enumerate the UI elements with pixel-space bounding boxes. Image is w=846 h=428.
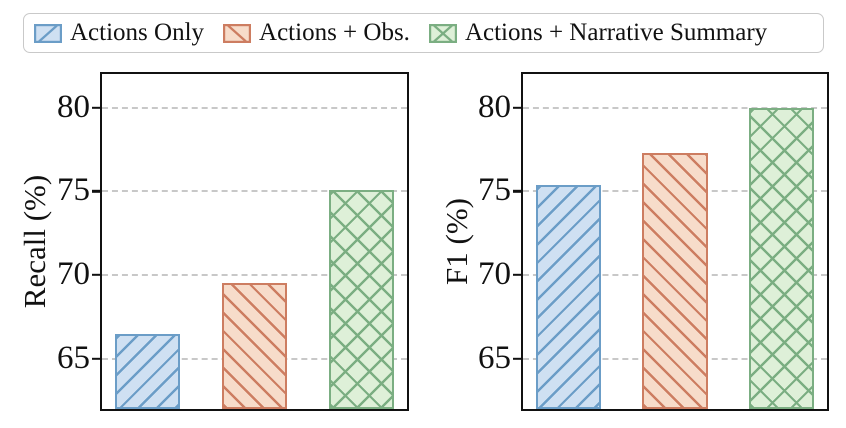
- y-tick-mark: [92, 273, 100, 277]
- y-tick-label: 80: [478, 88, 511, 125]
- gridline: [102, 274, 407, 276]
- legend-label: Actions Only: [70, 19, 205, 46]
- y-tick-mark: [513, 273, 521, 277]
- y-tick-mark: [92, 357, 100, 360]
- y-tick-label: 75: [478, 172, 511, 209]
- y-tick-mark: [513, 190, 521, 193]
- y-axis-label-wrap: Recall (%): [15, 72, 55, 411]
- legend-label: Actions + Obs.: [259, 19, 410, 46]
- legend-label: Actions + Narrative Summary: [464, 19, 768, 46]
- legend-swatch-hatched-icon: [428, 23, 457, 43]
- y-tick-label: 65: [478, 339, 511, 376]
- y-tick-mark: [513, 357, 521, 360]
- plot-area: 65 70 75 80: [57, 72, 409, 411]
- y-tick-label: 70: [57, 255, 90, 292]
- bar-actions-obs: [642, 152, 708, 409]
- gridline: [102, 106, 407, 109]
- y-tick-mark: [92, 190, 100, 193]
- legend-item-actions-obs: Actions + Obs.: [223, 19, 410, 47]
- y-axis-label-wrap: F1 (%): [436, 72, 476, 411]
- legend-swatch-hatched-icon: [34, 23, 62, 43]
- y-tick-mark: [92, 106, 100, 109]
- y-tick-mark: [513, 106, 521, 109]
- bar-actions-narrative-summary: [748, 107, 814, 409]
- plot-area: 65 70 75 80: [478, 72, 829, 411]
- gridline: [102, 190, 407, 193]
- y-tick-label: 65: [57, 339, 90, 376]
- gridline: [523, 106, 827, 109]
- y-tick-label: 70: [478, 255, 511, 292]
- plot-f1: F1 (%) 65 70 75 80: [439, 72, 829, 411]
- plot-recall: Recall (%) 65 70 75 80: [18, 72, 409, 411]
- legend-item-actions-narrative-summary: Actions + Narrative Summary: [428, 19, 768, 47]
- bar-actions-only: [115, 333, 181, 409]
- legend-item-actions-only: Actions Only: [34, 19, 204, 47]
- y-tick-label: 75: [57, 172, 90, 209]
- bar-actions-only: [536, 184, 602, 409]
- bar-actions-obs: [221, 283, 288, 409]
- y-axis-label: F1 (%): [438, 198, 474, 285]
- legend-swatch-hatched-icon: [223, 23, 252, 43]
- bar-actions-narrative-summary: [328, 189, 394, 409]
- y-tick-label: 80: [57, 88, 90, 125]
- legend: Actions Only Actions + Obs. Actions + Na…: [23, 13, 824, 53]
- y-axis-label: Recall (%): [17, 174, 53, 309]
